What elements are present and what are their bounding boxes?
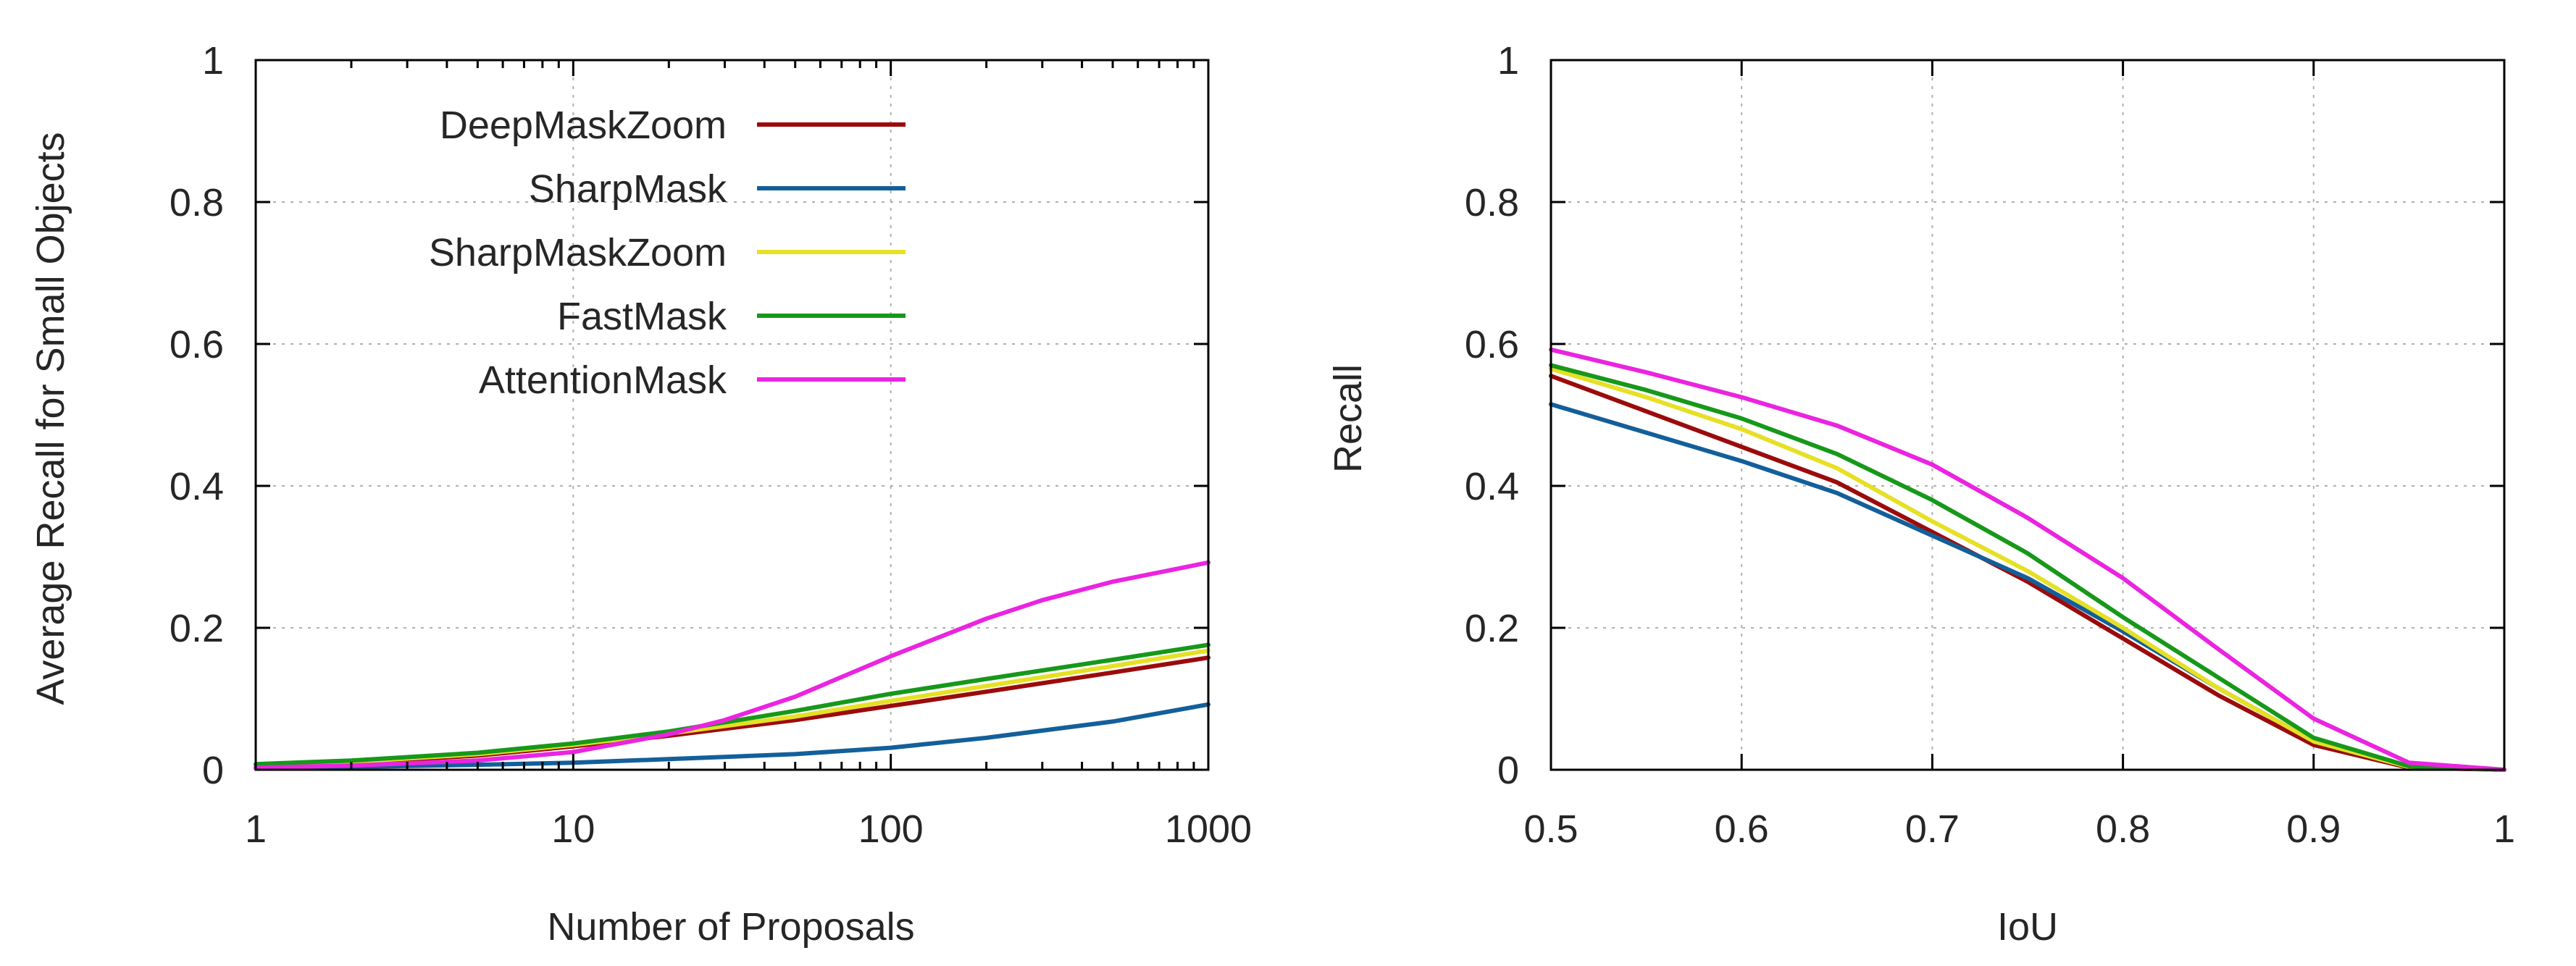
legend-label: SharpMask bbox=[529, 167, 727, 211]
left-series-attentionmask bbox=[254, 560, 1210, 770]
legend-label: DeepMaskZoom bbox=[440, 104, 727, 147]
left-y-axis-title: Average Recall for Small Objects bbox=[29, 132, 72, 705]
right-y-tick-label: 1 bbox=[1497, 39, 1519, 83]
right-tick-labels: 0 0.2 0.4 0.6 0.8 1 0.5 0.6 0.7 0.8 0.9 1 bbox=[1465, 39, 2515, 851]
right-series-sharpmaskzoom bbox=[1549, 366, 2506, 772]
left-y-tick-label: 0 bbox=[202, 749, 224, 792]
left-grid bbox=[256, 60, 1208, 770]
left-y-tick-label: 1 bbox=[202, 39, 224, 83]
right-x-tick-label: 1 bbox=[2493, 807, 2515, 851]
right-y-tick-label: 0.6 bbox=[1465, 323, 1519, 366]
right-series-group bbox=[1549, 347, 2506, 772]
right-series-deepmaskzoom bbox=[1549, 374, 2506, 772]
legend-label: FastMask bbox=[557, 295, 727, 338]
right-x-tick-label: 0.6 bbox=[1715, 807, 1769, 851]
left-tick-labels: 0 0.2 0.4 0.6 0.8 1 1 10 100 1000 bbox=[170, 39, 1252, 851]
right-ticks bbox=[1550, 59, 2506, 771]
right-x-tick-label: 0.7 bbox=[1905, 807, 1960, 851]
left-x-tick-label: 1 bbox=[245, 807, 267, 851]
right-series-fastmask bbox=[1549, 363, 2506, 772]
left-x-tick-label: 100 bbox=[858, 807, 924, 851]
legend-item-sharpmaskzoom: SharpMaskZoom bbox=[429, 231, 906, 274]
left-series-fastmask bbox=[254, 642, 1210, 767]
right-x-tick-label: 0.5 bbox=[1523, 807, 1578, 851]
left-plot-frame bbox=[254, 59, 1210, 771]
left-y-tick-label: 0.2 bbox=[170, 607, 224, 650]
right-y-tick-label: 0.8 bbox=[1465, 181, 1519, 224]
right-plot-frame bbox=[1550, 59, 2506, 771]
legend-label: SharpMaskZoom bbox=[429, 231, 727, 274]
right-x-tick-label: 0.8 bbox=[2096, 807, 2150, 851]
right-series-attentionmask bbox=[1549, 347, 2506, 772]
right-y-tick-label: 0.4 bbox=[1465, 465, 1519, 508]
left-y-tick-label: 0.8 bbox=[170, 181, 224, 224]
left-chart: 0 0.2 0.4 0.6 0.8 1 1 10 100 1000 DeepMaskZoom Sha… bbox=[29, 39, 1252, 949]
right-y-axis-title: Recall bbox=[1326, 364, 1370, 473]
legend-item-sharpmask: SharpMask bbox=[529, 167, 906, 211]
right-x-tick-label: 0.9 bbox=[2286, 807, 2341, 851]
legend-item-attentionmask: AttentionMask bbox=[479, 358, 906, 402]
legend-item-deepmaskzoom: DeepMaskZoom bbox=[440, 104, 906, 147]
right-grid bbox=[1551, 60, 2504, 770]
legend-label: AttentionMask bbox=[479, 358, 727, 402]
left-x-axis-title: Number of Proposals bbox=[547, 905, 914, 949]
right-y-tick-label: 0.2 bbox=[1465, 607, 1519, 650]
left-x-tick-label: 1000 bbox=[1165, 807, 1252, 851]
left-x-tick-label: 10 bbox=[551, 807, 595, 851]
legend-item-fastmask: FastMask bbox=[557, 295, 906, 338]
left-series-group bbox=[254, 560, 1210, 770]
left-y-tick-label: 0.6 bbox=[170, 323, 224, 366]
right-chart: 0 0.2 0.4 0.6 0.8 1 0.5 0.6 0.7 0.8 0.9 1 IoU Recal… bbox=[1326, 39, 2515, 949]
left-ticks bbox=[254, 59, 1210, 771]
right-x-axis-title: IoU bbox=[1997, 905, 2058, 949]
left-y-tick-label: 0.4 bbox=[170, 465, 224, 508]
right-y-tick-label: 0 bbox=[1497, 749, 1519, 792]
legend: DeepMaskZoom SharpMask SharpMaskZoom FastMa… bbox=[429, 104, 906, 402]
left-series-sharpmask bbox=[254, 702, 1210, 770]
